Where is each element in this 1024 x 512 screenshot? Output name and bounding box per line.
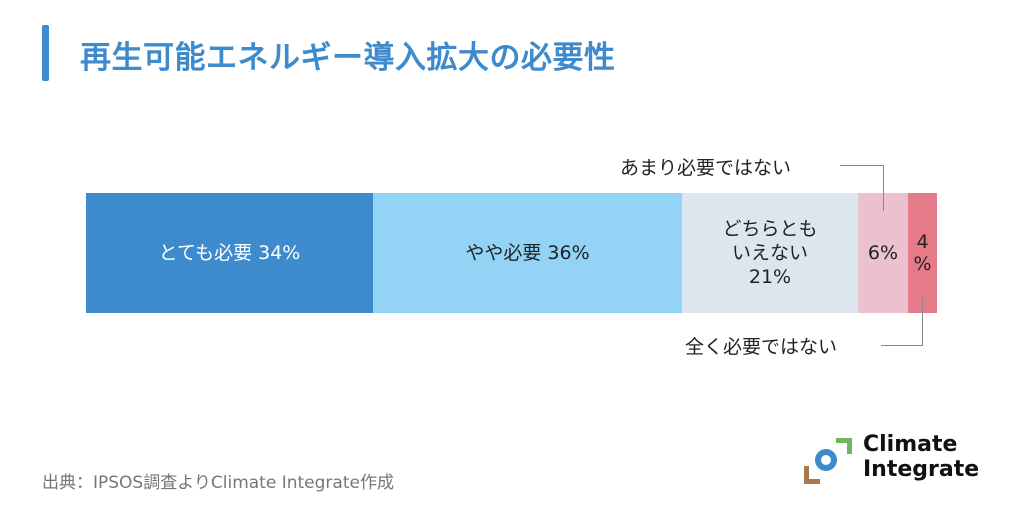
logo-wordmark: Climate Integrate (863, 432, 979, 482)
callout-not-very-necessary: あまり必要ではない (620, 157, 792, 179)
callout-line-vertical (922, 297, 923, 345)
climate-integrate-logo: Climate Integrate (800, 432, 1000, 492)
logo-line2: Integrate (863, 457, 980, 482)
title-accent-bar (42, 25, 49, 81)
segment-very-necessary: とても必要 34% (86, 193, 373, 313)
segment-not-necessary-at-all: 4 % (908, 193, 937, 313)
callout-not-necessary-at-all: 全く必要ではない (685, 336, 838, 358)
segment-label: とても必要 34% (158, 242, 301, 264)
callout-line-vertical (883, 165, 884, 211)
segment-not-very-necessary: 6% (858, 193, 908, 313)
segment-label: やや必要 36% (465, 242, 590, 264)
segment-label-line1: 4 (916, 231, 929, 253)
logo-line1: Climate (863, 432, 958, 457)
page-title: 再生可能エネルギー導入拡大の必要性 (80, 40, 616, 76)
callout-line-horizontal (881, 345, 923, 346)
segment-somewhat-necessary: やや必要 36% (373, 193, 682, 313)
source-note: 出典：IPSOS調査よりClimate Integrate作成 (42, 473, 394, 493)
segment-label: 6% (867, 242, 899, 264)
callout-line-horizontal (840, 165, 883, 166)
logo-mark-icon (804, 438, 852, 484)
segment-label-line2: % (913, 253, 932, 275)
segment-neutral: どちらとも いえない 21% (682, 193, 858, 313)
segment-label-line2: いえない (731, 242, 808, 264)
segment-label-line1: どちらとも (722, 218, 818, 240)
segment-label-line3: 21% (748, 266, 792, 288)
